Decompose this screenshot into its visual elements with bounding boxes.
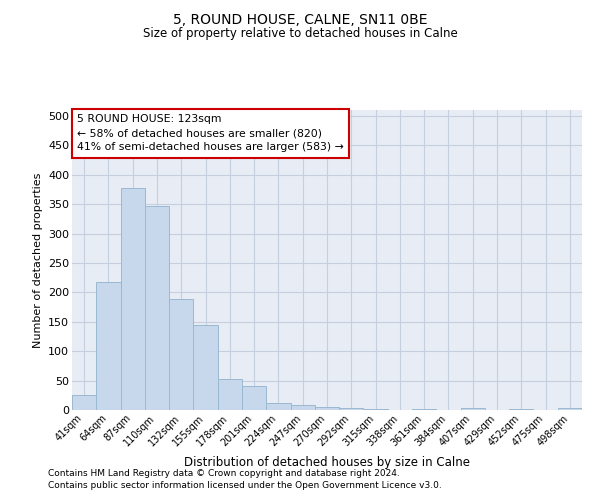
- Bar: [266, 403, 290, 410]
- Bar: [315, 407, 339, 410]
- Bar: [72, 396, 96, 410]
- Bar: [193, 326, 218, 410]
- Bar: [558, 408, 582, 410]
- Text: Contains public sector information licensed under the Open Government Licence v3: Contains public sector information licen…: [48, 481, 442, 490]
- Text: 5, ROUND HOUSE, CALNE, SN11 0BE: 5, ROUND HOUSE, CALNE, SN11 0BE: [173, 12, 427, 26]
- Bar: [242, 386, 266, 410]
- Text: Contains HM Land Registry data © Crown copyright and database right 2024.: Contains HM Land Registry data © Crown c…: [48, 468, 400, 477]
- Y-axis label: Number of detached properties: Number of detached properties: [32, 172, 43, 348]
- X-axis label: Distribution of detached houses by size in Calne: Distribution of detached houses by size …: [184, 456, 470, 469]
- Bar: [121, 188, 145, 410]
- Text: Size of property relative to detached houses in Calne: Size of property relative to detached ho…: [143, 28, 457, 40]
- Bar: [461, 408, 485, 410]
- Text: 5 ROUND HOUSE: 123sqm
← 58% of detached houses are smaller (820)
41% of semi-det: 5 ROUND HOUSE: 123sqm ← 58% of detached …: [77, 114, 344, 152]
- Bar: [290, 406, 315, 410]
- Bar: [96, 282, 121, 410]
- Bar: [339, 408, 364, 410]
- Bar: [169, 300, 193, 410]
- Bar: [145, 206, 169, 410]
- Bar: [218, 379, 242, 410]
